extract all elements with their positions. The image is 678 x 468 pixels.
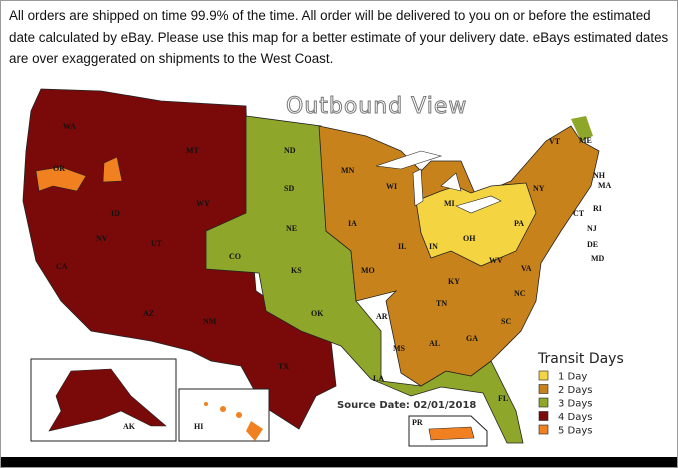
state-label-ok: OK [311,309,324,318]
state-label-wy: WY [196,199,210,208]
state-label-la: LA [373,374,384,383]
state-label-ri: RI [593,204,602,213]
state-label-ne: NE [286,224,297,233]
state-label-sd: SD [284,184,294,193]
state-label-nm: NM [203,317,217,326]
source-date: Source Date: 02/01/2018 [337,400,476,411]
state-label-ma: MA [598,181,612,190]
inset-alaska [30,358,177,442]
map-title: Outbound View [286,94,467,119]
legend-title: Transit Days [537,351,624,367]
state-label-md: MD [591,254,605,263]
legend-label-4: 4 Days [558,412,593,423]
state-label-nj: NJ [587,224,597,233]
state-label-ca: CA [56,262,68,271]
legend-label-5: 5 Days [558,426,593,437]
state-labels: WA OR CA NV ID MT WY UT AZ NM TX CO ND SD NE KS OK AR LA MS… [53,122,612,431]
legend-label-2: 2 Days [558,385,593,396]
region-5-days [35,156,123,192]
state-label-de: DE [587,240,598,249]
state-label-vt: VT [549,137,561,146]
state-label-ct: CT [573,209,585,218]
state-label-pa: PA [514,219,524,228]
legend-label-3: 3 Days [558,399,593,410]
state-label-me: ME [579,136,592,145]
state-label-ks: KS [291,266,302,275]
region-3-days [205,115,593,444]
state-label-mo: MO [361,266,375,275]
state-label-nv: NV [96,234,108,243]
state-label-wi: WI [386,182,397,191]
state-label-ms: MS [393,344,406,353]
state-label-mi: MI [444,199,455,208]
state-label-ut: UT [151,239,163,248]
state-label-ia: IA [348,219,357,228]
state-label-nd: ND [284,146,296,155]
great-lakes [375,150,502,214]
state-label-va: VA [521,264,532,273]
inset-hawaii [178,388,270,442]
state-label-wv: WV [489,256,503,265]
shipping-notice: All orders are shipped on time 99.9% of … [9,8,669,66]
state-label-nh: NH [593,171,606,180]
legend: Transit Days 1 Day 2 Days 3 Days 4 Days 5 Da… [537,351,624,437]
state-label-wa: WA [63,122,76,131]
legend-swatch-5 [538,424,549,435]
state-label-or: OR [53,164,65,173]
state-label-az: AZ [143,309,154,318]
state-label-fl: FL [498,394,508,403]
state-label-ga: GA [466,334,478,343]
state-label-id: ID [111,209,120,218]
legend-swatch-2 [538,384,549,394]
legend-swatch-3 [538,397,549,408]
state-label-al: AL [429,339,440,348]
state-label-ny: NY [533,184,545,193]
state-label-ak: AK [123,422,136,431]
state-label-tn: TN [436,299,447,308]
legend-label-1: 1 Day [558,372,587,383]
state-label-hi: HI [194,422,203,431]
state-label-mt: MT [186,146,200,155]
legend-swatch-1 [538,370,549,381]
state-label-mn: MN [341,166,355,175]
state-label-ar: AR [376,312,388,321]
state-label-in: IN [429,242,438,251]
inset-puerto-rico [408,415,488,447]
state-label-nc: NC [514,289,526,298]
state-label-oh: OH [463,234,476,243]
legend-swatch-4 [538,411,549,421]
state-label-pr: PR [412,418,423,427]
state-label-ky: KY [448,277,460,286]
state-label-co: CO [229,252,241,261]
bottom-bar [1,457,677,467]
state-label-tx: TX [278,362,289,371]
state-label-sc: SC [501,317,511,326]
state-label-il: IL [398,242,406,251]
